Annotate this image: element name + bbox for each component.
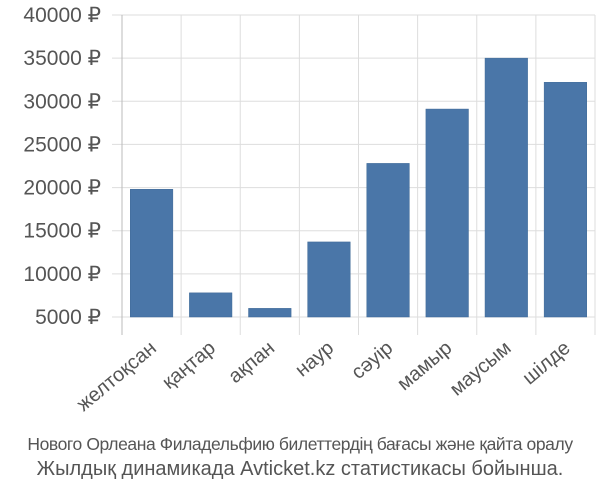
bar-chart: 5000 ₽ 10000 ₽ 15000 ₽ 20000 ₽ 25000 ₽ 30000 …	[23, 4, 596, 416]
bars	[130, 57, 587, 318]
chart-caption-line-2: Жылдық динамикада Avticket.kz статистика…	[36, 458, 564, 480]
grid-lines	[112, 14, 596, 335]
x-tick-label: ақпан	[224, 337, 279, 388]
x-tick-label: қаңтар	[158, 337, 220, 394]
y-tick-label: 35000 ₽	[23, 47, 101, 70]
bar	[425, 108, 469, 318]
y-tick-label: 5000 ₽	[35, 306, 101, 329]
y-tick-label: 40000 ₽	[23, 4, 101, 27]
bar	[484, 57, 528, 318]
bar	[189, 292, 233, 318]
bar	[366, 163, 410, 318]
y-tick-labels: 5000 ₽ 10000 ₽ 15000 ₽ 20000 ₽ 25000 ₽ 30000 …	[23, 4, 101, 329]
x-tick-label: наур	[291, 337, 338, 381]
x-tick-label: шілде	[518, 337, 574, 389]
x-tick-label: маусым	[446, 337, 516, 400]
y-tick-label: 20000 ₽	[23, 177, 101, 200]
y-tick-label: 15000 ₽	[23, 220, 101, 243]
y-tick-label: 25000 ₽	[23, 133, 101, 156]
bar	[130, 189, 174, 318]
y-tick-label: 30000 ₽	[23, 90, 101, 113]
y-tick-label: 10000 ₽	[23, 263, 101, 286]
bar	[248, 308, 292, 318]
bar	[307, 241, 351, 318]
bar	[543, 82, 587, 318]
x-tick-label: сәуір	[347, 337, 397, 384]
x-tick-label: желтоқсан	[73, 337, 161, 416]
chart-caption-line-1: Нового Орлеана Филадельфию билеттердің б…	[27, 434, 573, 454]
